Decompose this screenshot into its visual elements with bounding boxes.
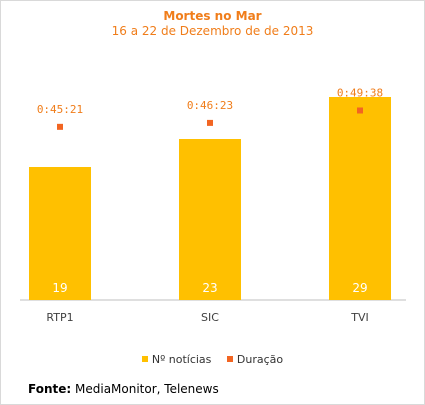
bar-value-labels: 19 23 29 (52, 281, 367, 295)
bar-tvi[interactable] (329, 97, 391, 300)
chart-title: Mortes no Mar (163, 9, 262, 23)
x-tick-sic: SIC (201, 311, 219, 324)
source-label: Fonte: (28, 382, 72, 396)
duration-label-sic: 0:46:23 (187, 99, 233, 112)
x-tick-tvi: TVI (350, 311, 369, 324)
legend-label-duracao: Duração (236, 352, 284, 366)
source-note: Fonte: MediaMonitor, Telenews (28, 382, 219, 396)
legend-item-duracao[interactable]: Duração (226, 352, 284, 366)
bar-series (29, 97, 391, 300)
duration-label-tvi: 0:49:38 (337, 86, 383, 99)
legend-swatch-noticias (141, 356, 148, 362)
bar-label-tvi: 29 (352, 281, 367, 295)
duration-label-rtp1: 0:45:21 (37, 103, 83, 116)
x-tick-rtp1: RTP1 (46, 311, 73, 324)
x-tick-labels: RTP1 SIC TVI (46, 311, 368, 324)
duration-value-labels: 0:45:21 0:46:23 0:49:38 (37, 86, 383, 115)
legend-label-noticias: Nº notícias (151, 352, 212, 366)
bar-rtp1[interactable] (29, 167, 91, 300)
duration-point-tvi[interactable] (357, 107, 363, 114)
source-text: MediaMonitor, Telenews (75, 382, 219, 396)
chart-subtitle: 16 a 22 de Dezembro de de 2013 (111, 24, 314, 38)
duration-point-sic[interactable] (207, 119, 213, 126)
bar-label-rtp1: 19 (52, 281, 67, 295)
duration-series (57, 107, 363, 130)
duration-point-rtp1[interactable] (57, 123, 63, 130)
bar-sic[interactable] (179, 139, 241, 300)
legend-swatch-duracao (226, 356, 233, 362)
chart-plot: 19 23 29 0:45:21 0:46:23 0:49:38 RTP1 SIC TVI (20, 86, 406, 324)
legend: Nº notícias Duração (0, 352, 425, 366)
legend-item-noticias[interactable]: Nº notícias (141, 352, 212, 366)
bar-label-sic: 23 (202, 281, 217, 295)
